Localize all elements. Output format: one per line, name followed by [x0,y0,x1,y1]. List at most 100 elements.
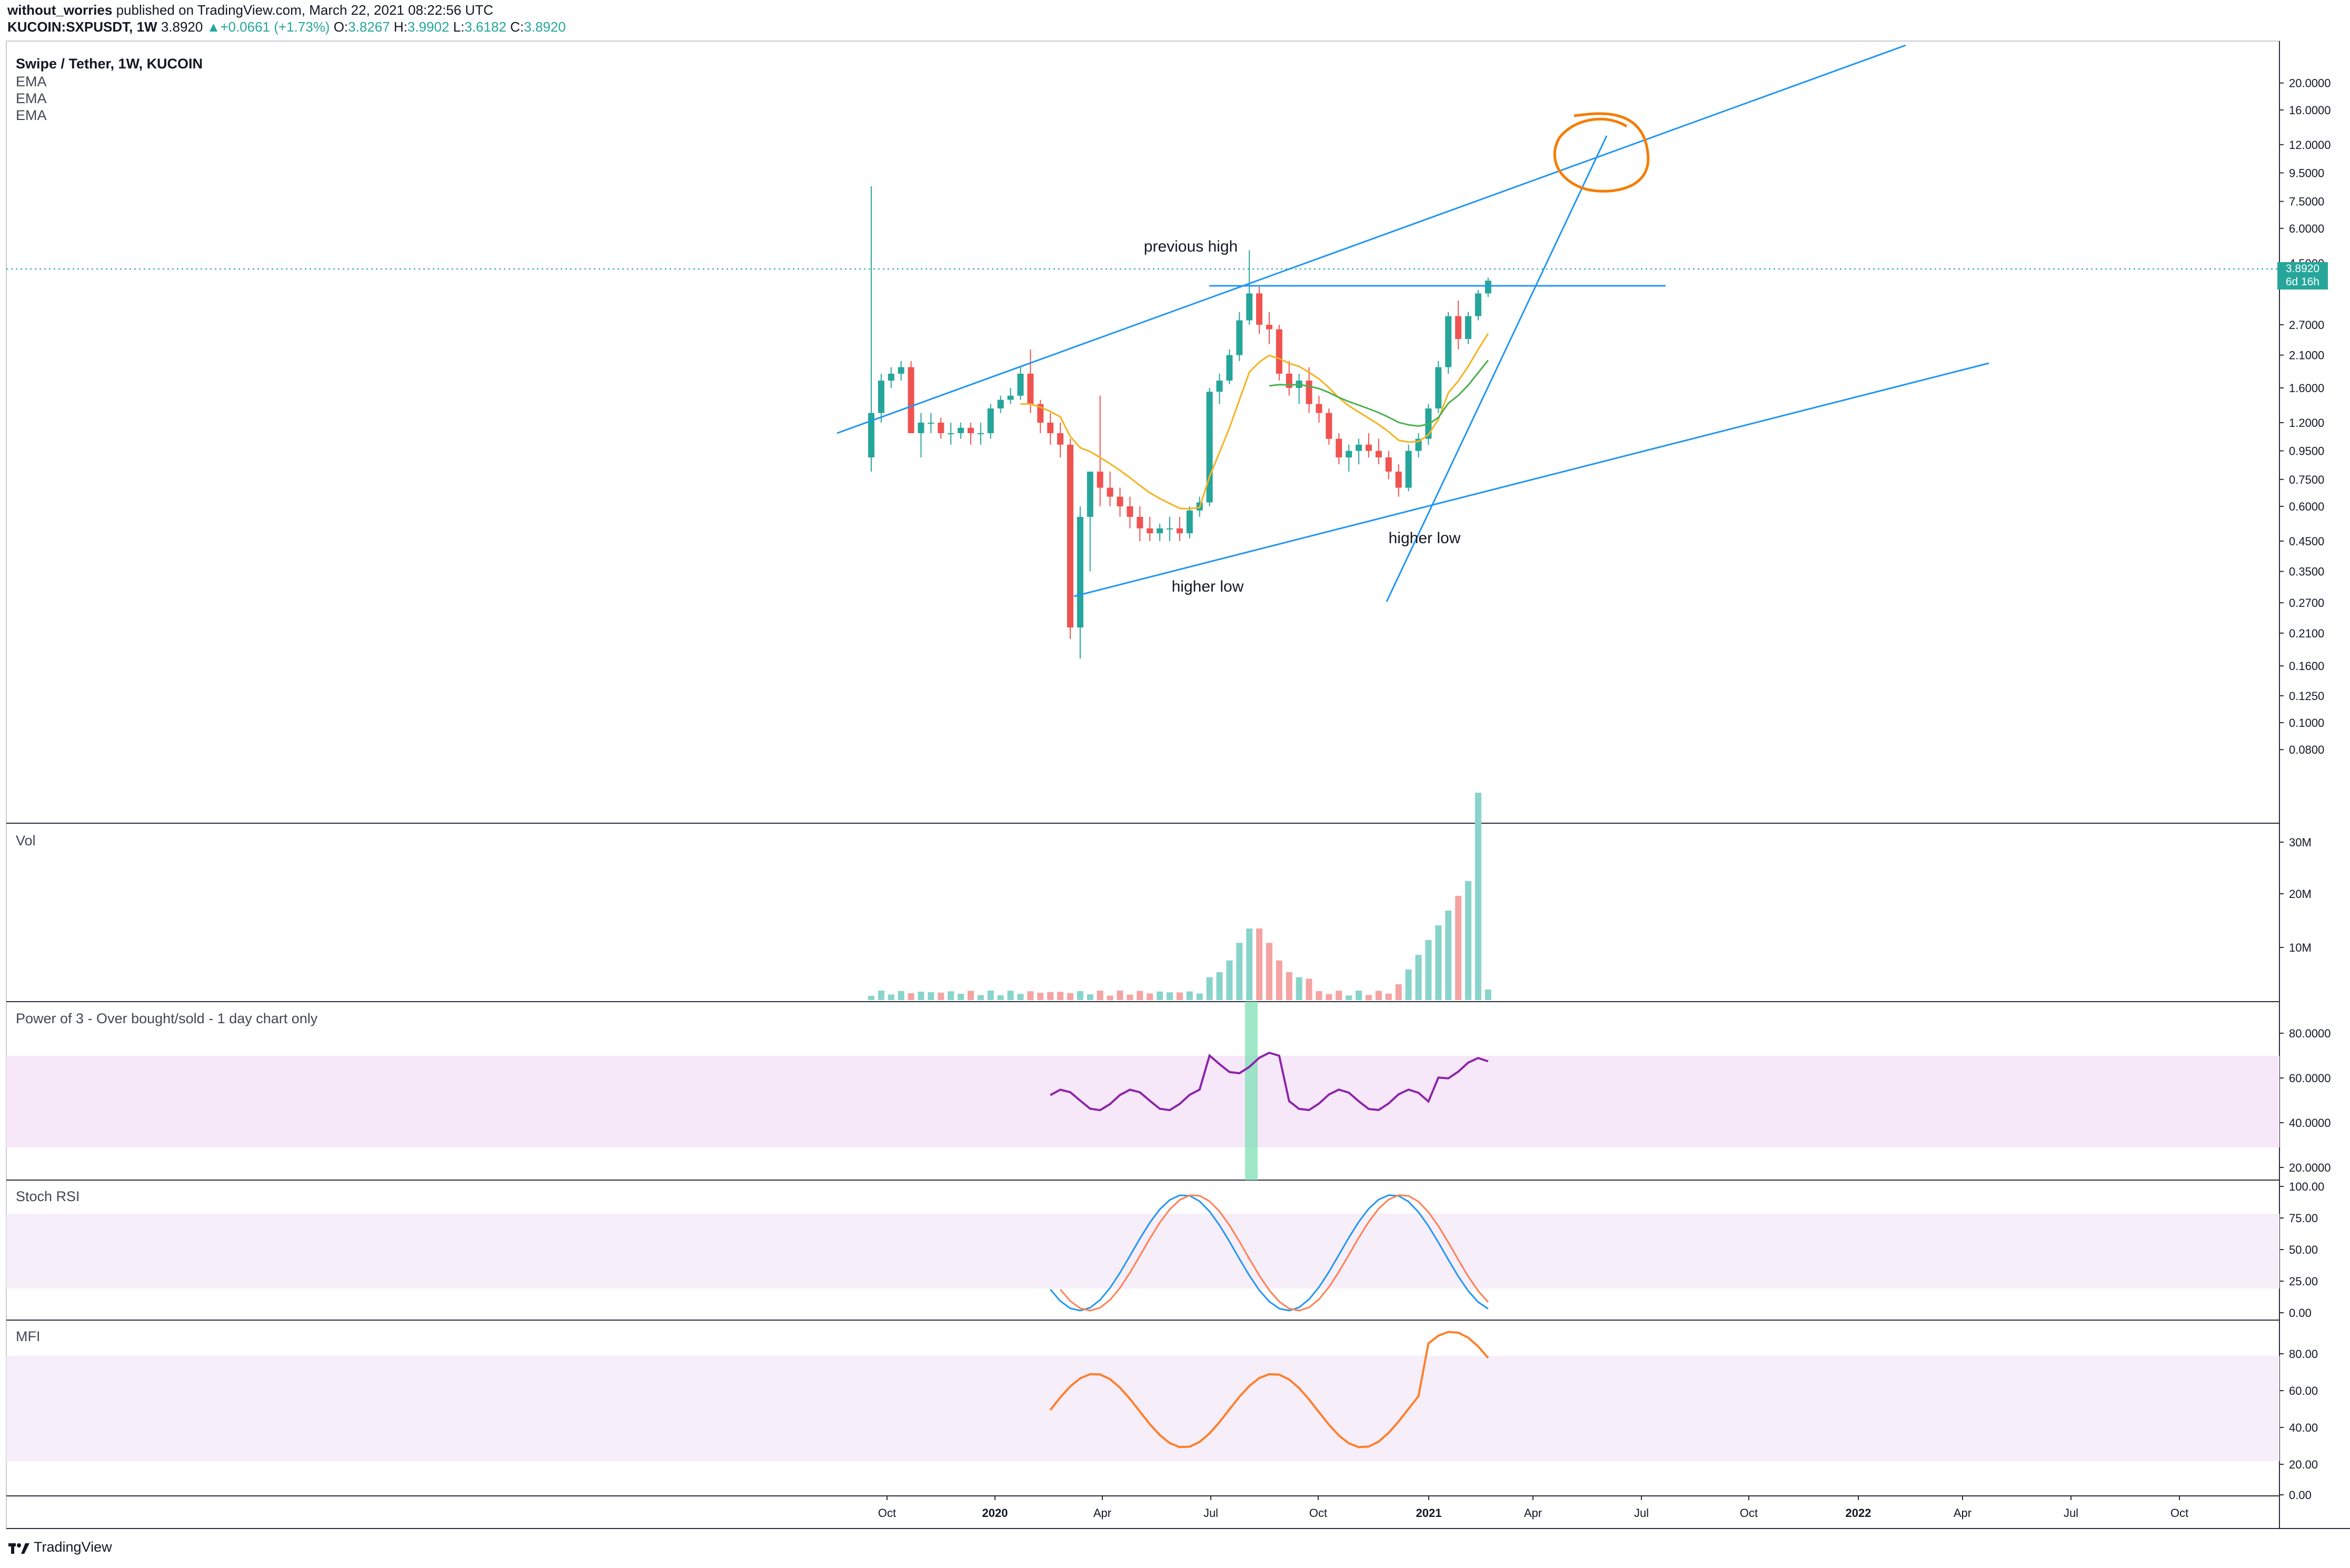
candle-body [1266,324,1272,329]
price-tick-label: 2.7000 [2289,318,2324,332]
candle-body [1186,510,1193,534]
volume-bar [888,994,894,1000]
candle-body [888,373,894,381]
annotation-higher-low-1: higher low [1171,578,1244,595]
volume-bar [1047,992,1054,1000]
volume-bar [928,992,934,1000]
volume-bar [1216,972,1223,1000]
volume-bar [1405,970,1412,1000]
x-tick-label: Oct [2170,1506,2188,1520]
pane-frames [6,41,2350,1529]
steep-support-line [1386,135,1608,602]
volume-bar [1196,993,1203,1000]
annotation-previous-high: previous high [1143,238,1238,255]
candle-body [1047,422,1054,433]
stoch-tick-label: 0.00 [2289,1306,2312,1320]
volume-bar [1475,793,1481,1000]
volume-bar [1346,995,1352,1000]
price-tick-label: 0.6000 [2289,500,2324,513]
price-tick-label: 1.6000 [2289,382,2324,395]
x-tick-label: 2022 [1846,1506,1871,1520]
x-tick-label: Apr [1524,1506,1542,1520]
price-tick-label: 0.1000 [2289,716,2324,730]
last-price: 3.8920 [161,19,203,35]
volume-bar [1375,991,1382,1000]
power-tick-label: 60.0000 [2289,1072,2331,1085]
x-tick-label: Jul [1634,1506,1649,1520]
volume-bar [1107,995,1113,1000]
candle-body [868,413,874,457]
volume-bar [1356,991,1362,1000]
candle-body [1127,506,1133,517]
candle-body [968,427,974,433]
ema-study-2[interactable]: EMA [16,91,47,106]
candle-body [1445,316,1452,367]
volume-bar [997,995,1004,1000]
candle-body [948,433,954,434]
ema-fast-line [1020,333,1489,510]
volume-bar [1236,943,1243,1000]
candle-body [928,422,934,424]
volume-bar [1276,960,1282,1000]
price-tick-label: 6.0000 [2289,222,2324,235]
ema-study-1[interactable]: EMA [16,74,47,89]
price-tag-value: 3.8920 [2285,263,2320,275]
x-tick-label: Oct [1309,1506,1327,1520]
volume-bar [1007,991,1014,1000]
candle-body [977,433,984,434]
candle-body [997,400,1004,408]
main-pane-title[interactable]: Swipe / Tether, 1W, KUCOIN [16,56,203,72]
candle-body [1465,316,1471,339]
candle-body [1395,472,1402,488]
last-price-tag: 3.8920 6d 16h [2277,262,2328,289]
stoch-k-line [1050,1194,1489,1312]
candle-body [878,381,884,413]
candle-body [1485,281,1491,294]
power-line [1050,1052,1489,1112]
stoch-tick-label: 75.00 [2289,1212,2318,1225]
publish-line: without_worries published on TradingView… [7,2,493,18]
open-label: O: [333,19,348,35]
volume-bar [1286,972,1292,1000]
mfi-tick-label: 0.00 [2289,1489,2312,1502]
x-tick-label: Apr [1093,1506,1111,1520]
candle-body [1286,373,1292,388]
x-tick-label: Oct [878,1506,896,1520]
mfi-pane-title[interactable]: MFI [16,1329,41,1344]
candle-body [1107,487,1113,497]
volume-bar [1256,928,1263,1000]
candle-body [938,422,944,433]
close-label: C: [510,19,524,35]
volume-bar [1097,991,1103,1000]
volume-bar [1206,977,1213,1000]
x-tick-label: Apr [1954,1506,1971,1520]
close-value: 3.8920 [524,19,566,35]
ema-study-3[interactable]: EMA [16,107,47,123]
candle-body [1306,381,1312,404]
volume-bar [1326,994,1332,1000]
candle-body [1236,320,1243,355]
candle-body [1077,516,1083,628]
candle-body [1405,451,1412,488]
volume-bar [1445,911,1452,1000]
candle-body [1326,413,1332,439]
volume-bar [1425,940,1432,1000]
published-text: published on TradingView.com, March 22, … [112,2,493,18]
price-tick-label: 0.2700 [2289,596,2324,610]
price-tag-countdown: 6d 16h [2285,276,2320,288]
vol-pane-title[interactable]: Vol [16,833,36,848]
volume-bar [1117,991,1123,1000]
tradingview-logo[interactable]: TradingView [8,1539,112,1555]
candle-body [1157,528,1163,534]
x-tick-label: 2020 [982,1506,1008,1520]
volume-bar [1137,991,1143,1000]
price-tick-label: 0.4500 [2289,535,2324,548]
volume-bar [878,991,884,1000]
volume-bar [1385,993,1392,1000]
power-pane-title[interactable]: Power of 3 - Over bought/sold - 1 day ch… [16,1011,318,1026]
volume-bar [958,994,964,1000]
author-name[interactable]: without_worries [7,2,113,18]
stoch-pane-title[interactable]: Stoch RSI [16,1189,80,1204]
volume-bar [1435,925,1442,1000]
